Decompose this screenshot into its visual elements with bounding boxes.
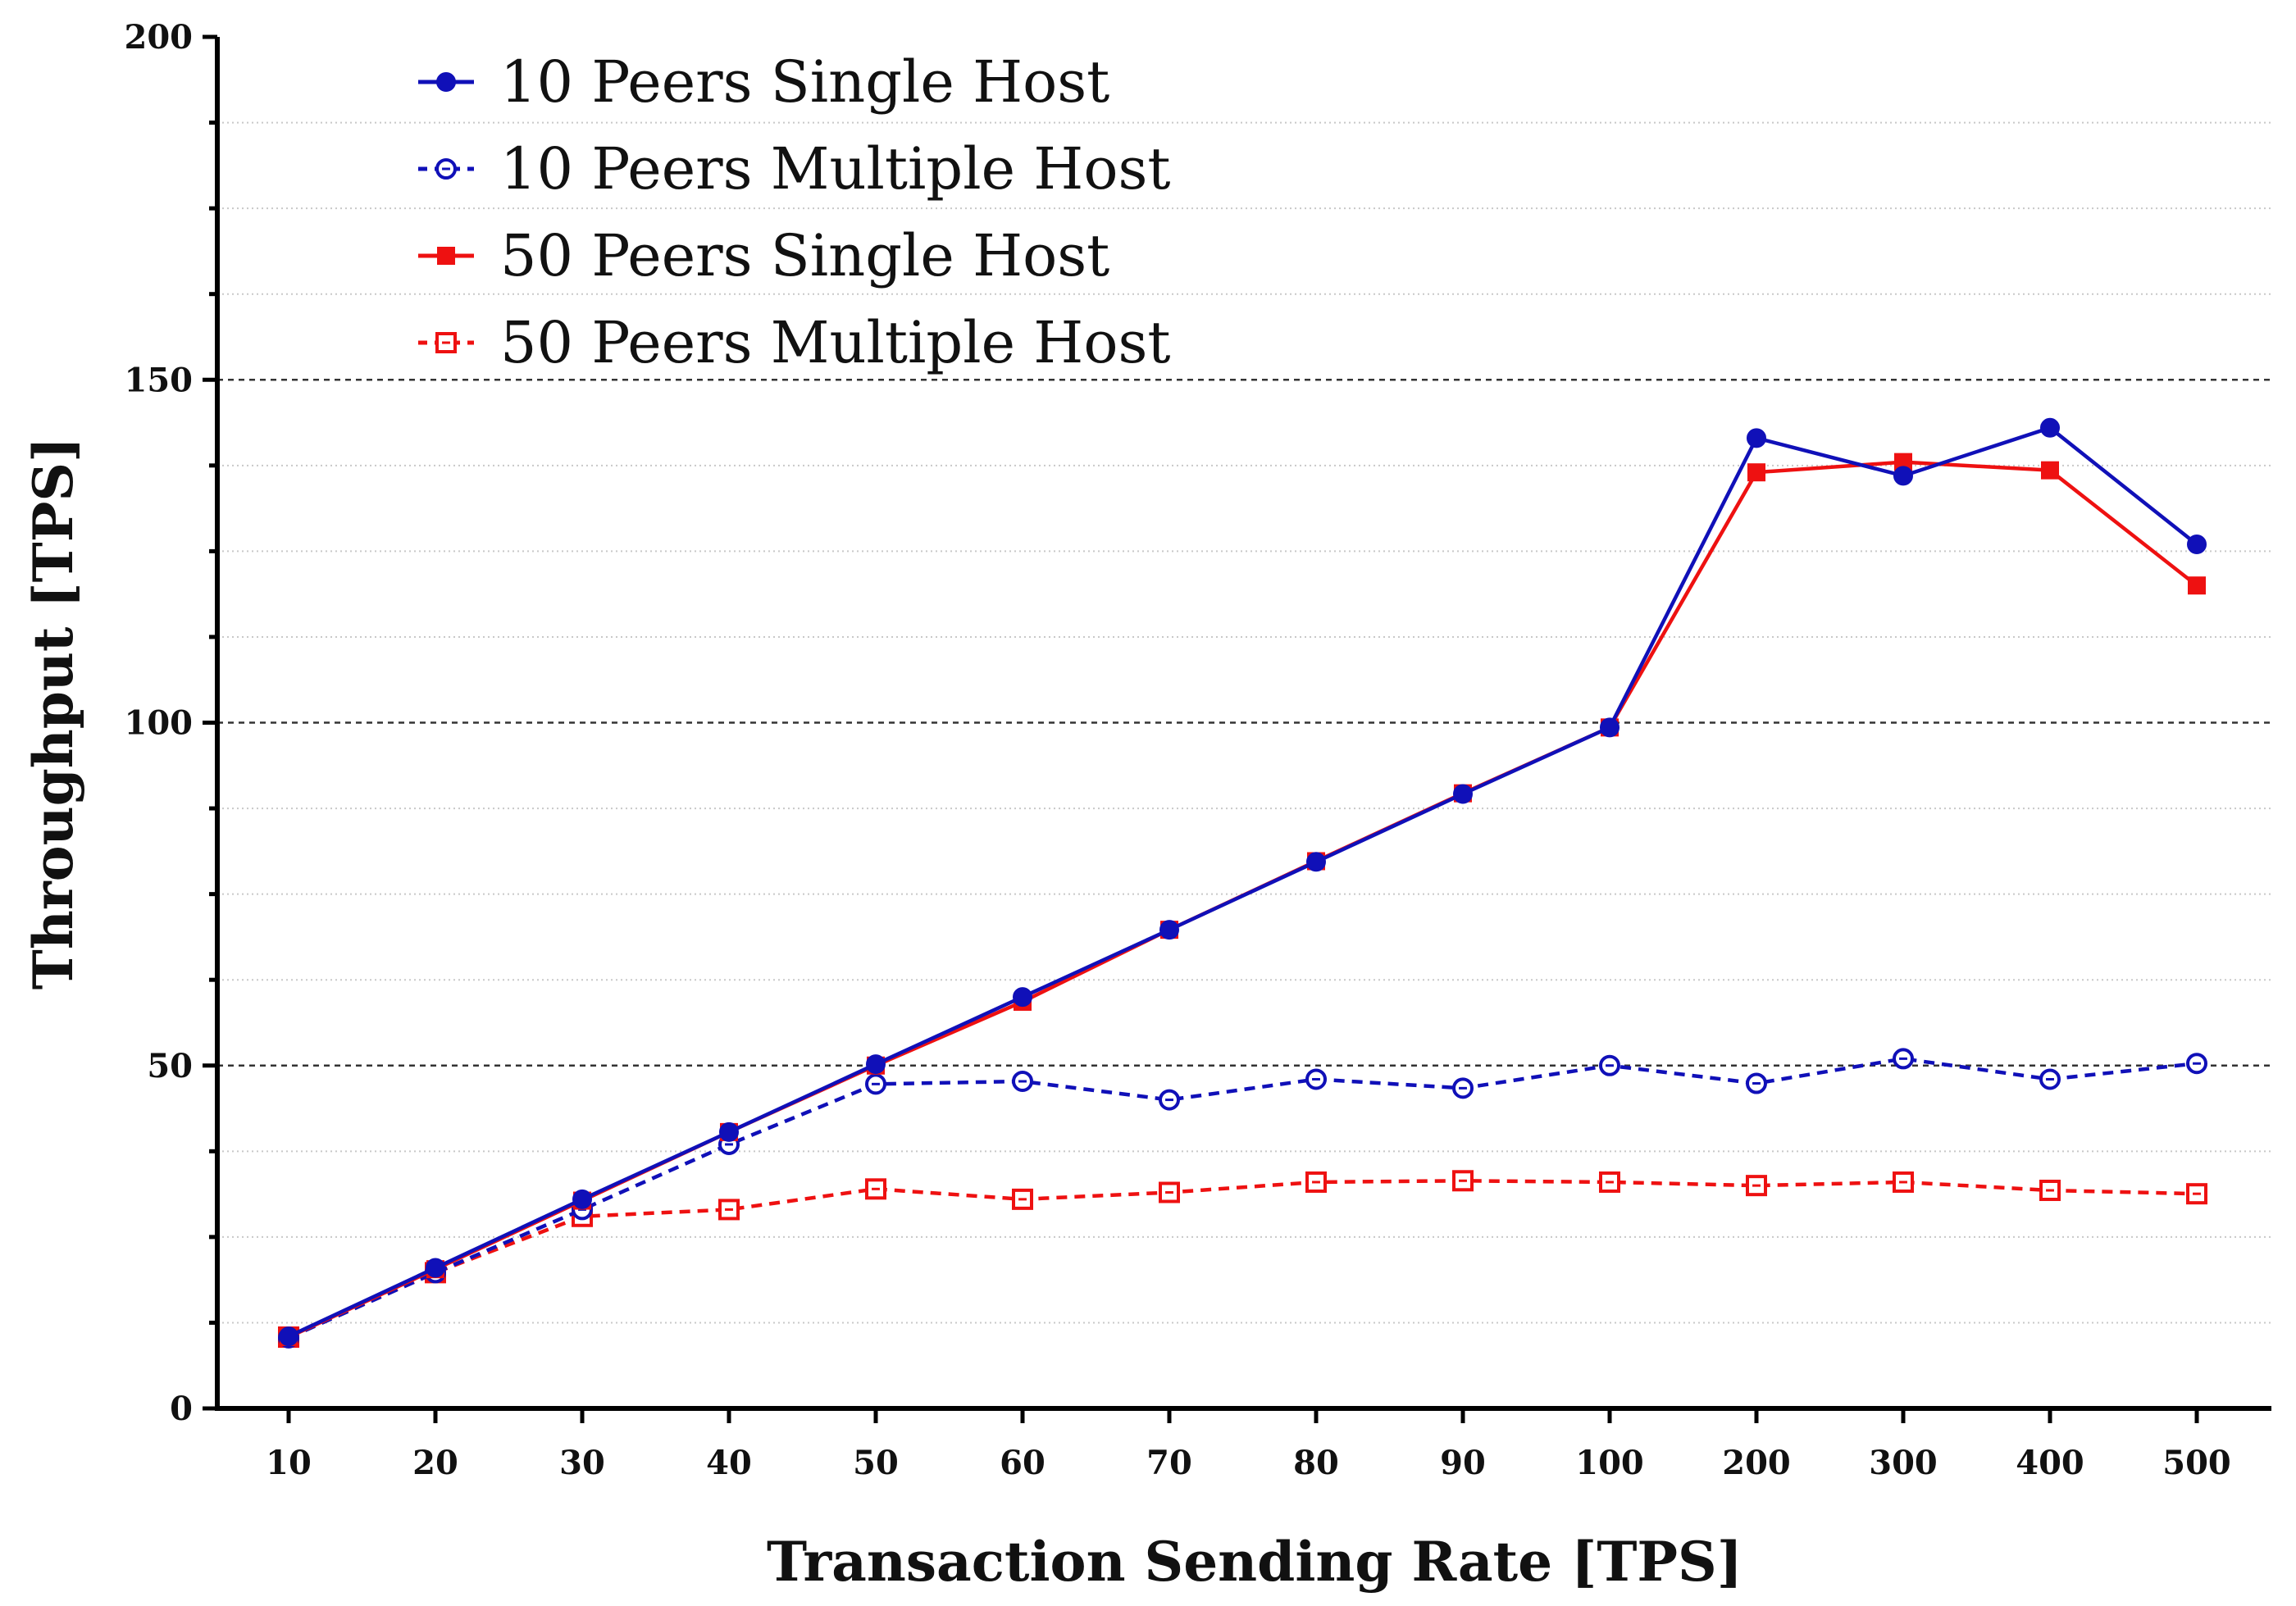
x-tick-label: 400 — [2016, 1444, 2084, 1482]
data-point — [1893, 466, 1913, 486]
data-point — [1893, 1048, 1914, 1070]
x-tick-label: 10 — [266, 1444, 312, 1482]
data-point — [1746, 1175, 1767, 1197]
x-tick-label: 300 — [1869, 1444, 1938, 1482]
series-layer — [278, 417, 2207, 1349]
data-point — [435, 332, 457, 353]
x-tick-label: 500 — [2162, 1444, 2231, 1482]
data-point — [2186, 1183, 2207, 1205]
legend-label: 10 Peers Single Host — [500, 48, 1109, 116]
x-tick-label: 80 — [1293, 1444, 1339, 1482]
data-point — [426, 1258, 445, 1278]
x-tick-label: 100 — [1575, 1444, 1644, 1482]
data-point — [1599, 1171, 1620, 1193]
data-point — [1599, 1054, 1620, 1076]
data-point — [865, 1178, 886, 1200]
series-10-peers-single-host — [279, 417, 2207, 1347]
data-point — [718, 1199, 740, 1221]
data-point — [572, 1189, 592, 1209]
data-point — [1305, 1068, 1327, 1090]
data-point — [1305, 1171, 1327, 1193]
data-point — [1746, 1072, 1767, 1094]
data-point — [1747, 463, 1765, 482]
data-point — [2039, 1179, 2061, 1201]
data-point — [436, 72, 456, 92]
data-point — [279, 1326, 298, 1347]
data-point — [1600, 717, 1620, 738]
series-line — [288, 1057, 2198, 1340]
y-tick-label: 0 — [170, 1390, 193, 1428]
data-point — [1894, 453, 1912, 471]
legend-label: 50 Peers Multiple Host — [500, 309, 1171, 376]
legend-label: 50 Peers Single Host — [500, 222, 1109, 289]
series-10-peers-multiple-host — [278, 1048, 2207, 1349]
legend-entry: 50 Peers Single Host — [418, 222, 1109, 289]
data-point — [1452, 1170, 1474, 1192]
data-point — [1013, 987, 1032, 1008]
data-point — [719, 1121, 739, 1142]
data-point — [1306, 852, 1326, 872]
data-point — [1012, 1070, 1033, 1092]
data-point — [1747, 428, 1766, 448]
series-50-peers-single-host — [280, 453, 2206, 1347]
y-tick-label: 50 — [147, 1047, 193, 1085]
data-point — [2186, 1053, 2207, 1075]
x-tick-label: 60 — [1000, 1444, 1046, 1482]
data-point — [2039, 1068, 2061, 1090]
grid-lines — [217, 121, 2271, 1324]
x-tick-label: 50 — [853, 1444, 899, 1482]
data-point — [2041, 461, 2059, 480]
data-point — [1453, 784, 1473, 804]
data-point — [1893, 1171, 1914, 1193]
legend: 10 Peers Single Host 10 Peers Multiple Ho… — [418, 48, 1171, 376]
data-point — [2187, 535, 2207, 555]
series-line — [288, 1179, 2198, 1340]
y-tick-label: 200 — [125, 18, 194, 57]
x-tick-label: 200 — [1722, 1444, 1791, 1482]
series-line — [288, 425, 2198, 1339]
data-point — [2040, 417, 2060, 438]
data-point — [865, 1073, 886, 1095]
legend-entry: 10 Peers Multiple Host — [418, 135, 1171, 202]
data-point — [866, 1054, 886, 1075]
legend-entry: 10 Peers Single Host — [418, 48, 1109, 116]
x-axis-title: Transaction Sending Rate [TPS] — [767, 1530, 1742, 1594]
data-point — [1159, 920, 1179, 940]
legend-label: 10 Peers Multiple Host — [500, 135, 1171, 202]
x-axis-ticks: 10 20 30 40 50 60 70 80 90 100 200 300 400 500 — [266, 1408, 2231, 1482]
x-tick-label: 30 — [559, 1444, 605, 1482]
data-point — [1159, 1089, 1180, 1111]
x-tick-label: 90 — [1440, 1444, 1486, 1482]
data-point — [437, 247, 455, 265]
y-axis-ticks: 0 50 100 150 200 — [125, 18, 217, 1428]
legend-entry: 50 Peers Multiple Host — [418, 309, 1171, 376]
y-tick-label: 150 — [125, 361, 194, 399]
y-tick-label: 100 — [125, 704, 194, 743]
x-tick-label: 70 — [1146, 1444, 1192, 1482]
data-point — [1452, 1077, 1474, 1099]
x-tick-label: 20 — [412, 1444, 458, 1482]
data-point — [2188, 576, 2206, 595]
data-point — [1159, 1181, 1180, 1203]
data-point — [435, 158, 457, 180]
y-axis-title: Throughput [TPS] — [21, 437, 85, 990]
data-point — [1012, 1188, 1033, 1210]
series-50-peers-multiple-host — [278, 1170, 2207, 1349]
x-tick-label: 40 — [706, 1444, 752, 1482]
